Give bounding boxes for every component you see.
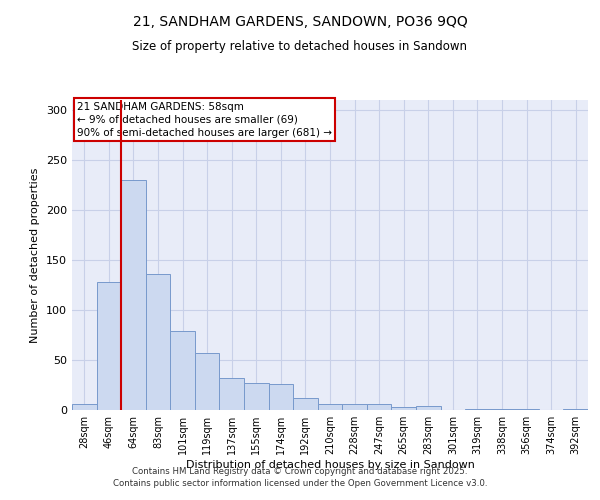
- Text: Size of property relative to detached houses in Sandown: Size of property relative to detached ho…: [133, 40, 467, 53]
- Bar: [465, 409, 490, 410]
- Bar: [220, 378, 244, 410]
- Bar: [121, 180, 146, 410]
- Bar: [72, 404, 97, 410]
- Bar: [195, 353, 220, 410]
- Bar: [490, 409, 514, 410]
- Bar: [97, 282, 121, 410]
- Bar: [269, 384, 293, 410]
- Bar: [170, 331, 195, 410]
- Y-axis label: Number of detached properties: Number of detached properties: [31, 168, 40, 342]
- Bar: [563, 409, 588, 410]
- Text: 21 SANDHAM GARDENS: 58sqm
← 9% of detached houses are smaller (69)
90% of semi-d: 21 SANDHAM GARDENS: 58sqm ← 9% of detach…: [77, 102, 332, 138]
- Bar: [244, 383, 269, 410]
- Text: Contains HM Land Registry data © Crown copyright and database right 2025.
Contai: Contains HM Land Registry data © Crown c…: [113, 466, 487, 487]
- Bar: [416, 406, 440, 410]
- Bar: [318, 404, 342, 410]
- Bar: [367, 404, 391, 410]
- Bar: [146, 274, 170, 410]
- Bar: [514, 409, 539, 410]
- Bar: [293, 398, 318, 410]
- Bar: [391, 407, 416, 410]
- Text: 21, SANDHAM GARDENS, SANDOWN, PO36 9QQ: 21, SANDHAM GARDENS, SANDOWN, PO36 9QQ: [133, 15, 467, 29]
- Bar: [342, 404, 367, 410]
- X-axis label: Distribution of detached houses by size in Sandown: Distribution of detached houses by size …: [185, 460, 475, 470]
